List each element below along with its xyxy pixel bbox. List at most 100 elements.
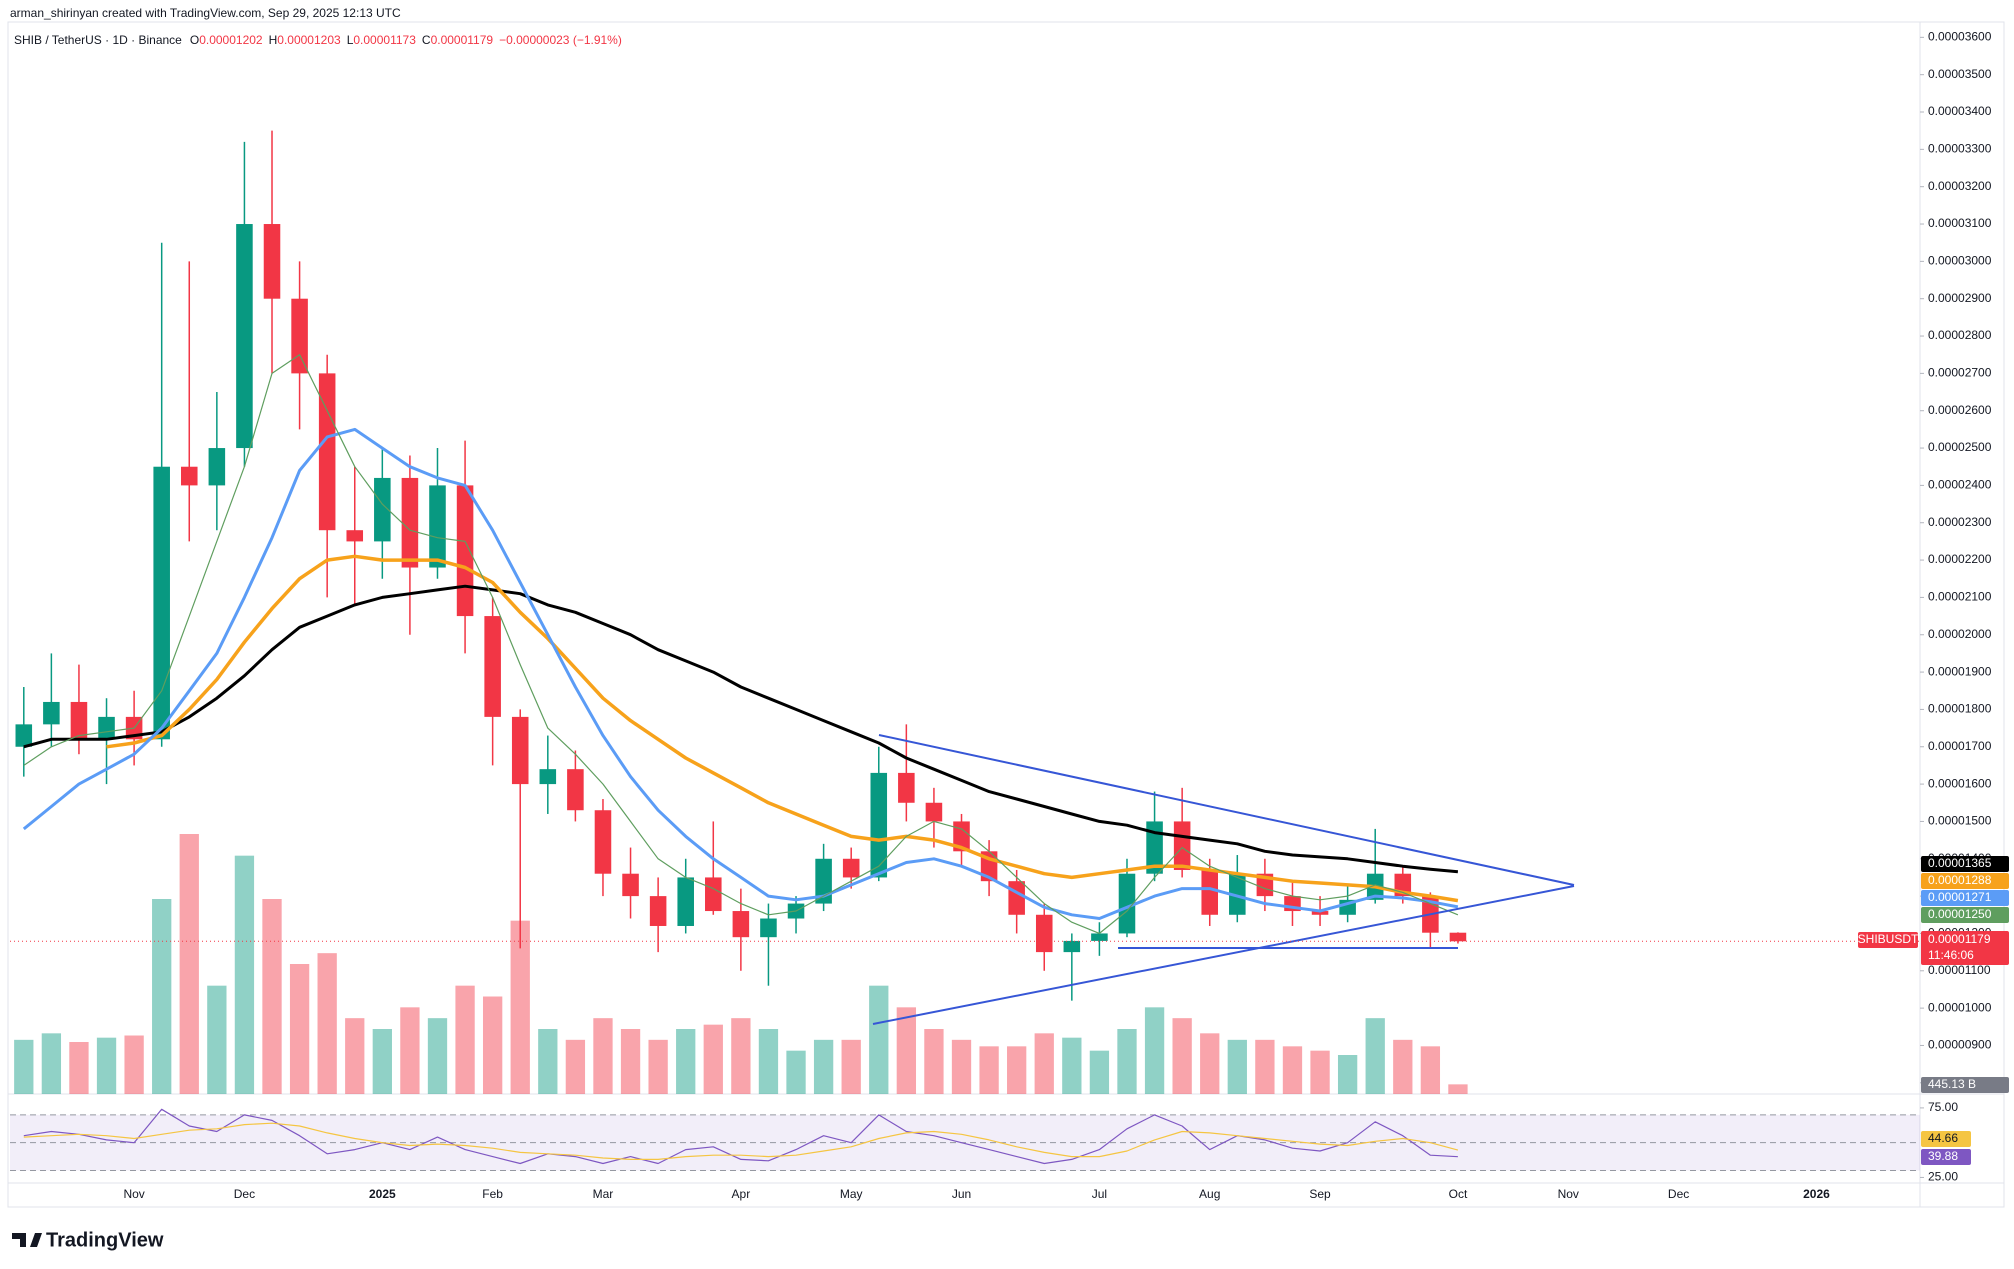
volume-bar: [1144, 1007, 1165, 1094]
ma-end-label-box: [1921, 856, 2009, 872]
volume-bar: [1310, 1050, 1330, 1094]
candle-body: [870, 772, 888, 878]
last-price-label: 0.00001179: [1928, 932, 1991, 946]
volume-bar: [345, 1018, 365, 1094]
volume-bar: [676, 1029, 696, 1094]
volume-bar: [234, 855, 255, 1094]
candle-body: [456, 485, 474, 617]
y-tick-label: 0.00002600: [1928, 403, 1992, 417]
candle-body: [1229, 873, 1246, 915]
candle-body: [15, 724, 33, 747]
candle-body: [484, 616, 501, 717]
upper-trendline: [878, 734, 1575, 886]
volume-bar: [1365, 1018, 1385, 1094]
volume-bar: [869, 985, 889, 1094]
candle-body: [677, 877, 694, 926]
y-tick-label: 0.00002400: [1928, 478, 1992, 492]
rsi-end-label: 44.66: [1928, 1131, 1958, 1145]
ma-end-label: 0.00001288: [1928, 873, 1992, 887]
volume-bar: [14, 1039, 34, 1094]
volume-bar: [1255, 1039, 1275, 1094]
rsi-tick-label: 25.00: [1928, 1170, 1958, 1184]
candle-body: [1311, 911, 1329, 915]
volume-bar: [96, 1037, 117, 1094]
moving-average: [22, 427, 1459, 920]
ma-end-label: 0.00001250: [1928, 907, 1992, 921]
candle-body: [925, 802, 943, 822]
volume-label-box: [1921, 1077, 2009, 1093]
volume-bar: [455, 985, 475, 1094]
y-tick-label: 0.00003600: [1928, 30, 1992, 44]
x-tick-label: Dec: [1668, 1187, 1689, 1201]
volume-bar: [482, 996, 503, 1094]
rsi-line: [23, 1122, 1459, 1160]
volume-bar: [1420, 1046, 1441, 1094]
open-value: 0.00001202: [199, 33, 263, 47]
volume-bar: [896, 1007, 917, 1094]
candle-body: [1118, 873, 1136, 934]
open-label: O: [190, 33, 199, 47]
volume-bar: [1227, 1039, 1247, 1094]
volume-bar: [538, 1029, 558, 1094]
candle-body: [1008, 881, 1025, 915]
rsi-line: [23, 1108, 1458, 1165]
volume-bar: [1172, 1018, 1192, 1094]
moving-average: [23, 584, 1459, 874]
y-tick-label: 0.00002500: [1928, 440, 1992, 454]
candle-body: [208, 448, 226, 486]
moving-average: [23, 354, 1459, 934]
candle-body: [567, 769, 584, 811]
candle-body: [898, 772, 915, 803]
plot: [10, 130, 1920, 1171]
x-tick-label: Nov: [123, 1187, 144, 1201]
logo: TradingView: [12, 1229, 164, 1251]
high-label: H: [269, 33, 278, 47]
y-tick-label: 0.00003400: [1928, 104, 1992, 118]
ma-end-label-box: [1921, 890, 2009, 906]
close-value: 0.00001179: [431, 33, 494, 47]
candle-body: [649, 896, 667, 926]
ma-end-label: 0.00001365: [1928, 856, 1992, 870]
y-tick-label: 0.00002200: [1928, 552, 1992, 566]
x-tick-label: Sep: [1309, 1187, 1331, 1201]
volume-bar: [1062, 1037, 1082, 1094]
rsi-end-label-box: [1921, 1149, 1971, 1165]
low-label: L: [347, 33, 354, 47]
volume-bar: [262, 899, 282, 1094]
candle-body: [594, 810, 612, 874]
x-tick-label: Feb: [482, 1187, 503, 1201]
candle-body: [1449, 932, 1467, 942]
volume-bar: [1117, 1029, 1137, 1094]
candle-body: [401, 477, 419, 568]
volume-bar: [1089, 1050, 1110, 1094]
x-tick-label: Mar: [593, 1187, 614, 1201]
candle-body: [263, 224, 281, 299]
candle-body: [180, 466, 198, 486]
volume-bar: [813, 1039, 834, 1094]
candle-body: [732, 911, 750, 938]
volume-bar: [731, 1018, 751, 1094]
ma-end-label: 0.00001271: [1928, 890, 1992, 904]
candle-body: [1063, 940, 1081, 953]
countdown: 11:46:06: [1928, 948, 1974, 962]
y-tick-label: 0.00001700: [1928, 739, 1992, 753]
candle-body: [953, 821, 970, 852]
volume-bar: [124, 1035, 144, 1094]
volume-bar: [703, 1024, 723, 1094]
y-tick-label: 0.00002900: [1928, 291, 1992, 305]
y-tick-label: 0.00002800: [1928, 328, 1992, 342]
volume-bar: [289, 964, 310, 1094]
x-tick-label: Aug: [1199, 1187, 1220, 1201]
volume-label: 445.13 B: [1928, 1077, 1976, 1091]
x-tick-label: May: [840, 1187, 863, 1201]
volume-bar: [207, 985, 227, 1094]
volume-bar: [1200, 1033, 1220, 1094]
low-value: 0.00001173: [353, 33, 416, 47]
x-tick-label: Apr: [732, 1187, 751, 1201]
volume-bar: [1034, 1033, 1054, 1094]
symbol-tag-box: [1858, 932, 1918, 948]
rsi-tick-label: 75.00: [1928, 1100, 1958, 1114]
x-tick-label: Dec: [234, 1187, 255, 1201]
volume-bar: [427, 1018, 448, 1094]
volume-bar: [152, 899, 172, 1094]
